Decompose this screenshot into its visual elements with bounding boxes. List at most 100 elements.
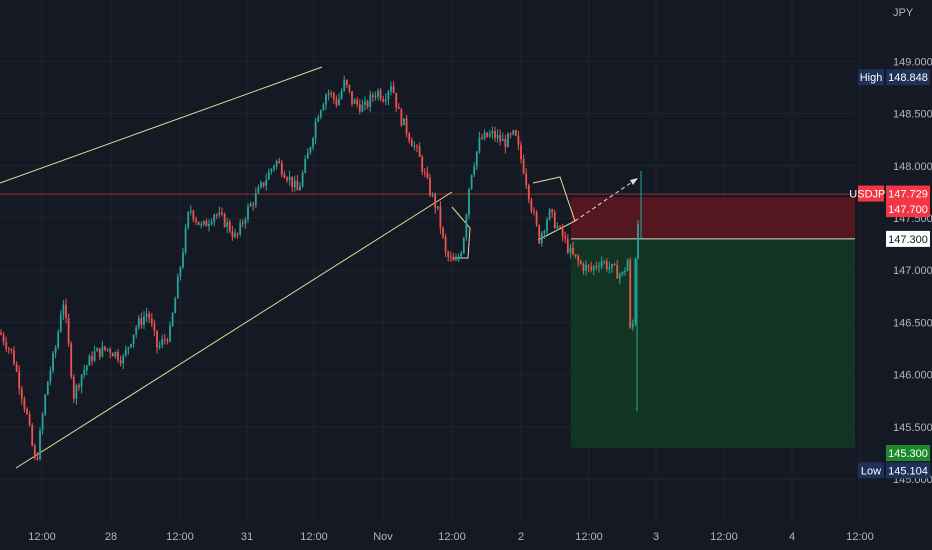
candle-body [457, 256, 460, 260]
candle-body [247, 206, 249, 220]
candle-body [353, 99, 356, 104]
price-tick-label[interactable]: 146.500 [893, 317, 932, 329]
candle [218, 206, 221, 218]
candle [595, 261, 598, 271]
time-tick-label[interactable]: 12:00 [166, 531, 194, 543]
candle [366, 99, 369, 110]
time-tick-label[interactable]: 12:00 [575, 531, 603, 543]
candle-body [161, 339, 164, 346]
time-tick-label[interactable]: 3 [653, 531, 659, 543]
candle [561, 223, 564, 242]
candle-body [104, 346, 106, 350]
candle-body [572, 247, 574, 255]
candle-body [465, 214, 468, 238]
candle-body [507, 133, 509, 148]
candle-body [504, 138, 507, 148]
candle-body [509, 133, 512, 135]
candle-body [85, 365, 88, 371]
candle-body [514, 130, 517, 136]
low-tag: Low 145.104 [858, 462, 930, 479]
candle-body [31, 425, 34, 446]
candle-body [335, 99, 338, 106]
projection-arrowhead [630, 178, 638, 185]
time-tick-label[interactable]: 12:00 [438, 531, 466, 543]
candle [169, 321, 171, 343]
candle [392, 80, 395, 94]
current-price-tag-value-box [886, 185, 930, 202]
target-price-tag-value: 145.300 [888, 448, 928, 460]
candle [62, 299, 65, 321]
candle-body [304, 158, 307, 173]
price-tick-label[interactable]: 149.000 [893, 56, 932, 68]
candle-body [600, 261, 603, 267]
time-axis[interactable]: 12:00 28 12:00 31 12:00 Nov 12:00 2 12:00 3 12:00 4… [28, 531, 874, 543]
candle-body [496, 134, 499, 139]
candle-body [462, 237, 465, 253]
price-tick-label[interactable]: 147.000 [893, 265, 932, 277]
candle-body [408, 133, 411, 141]
candle-body [200, 224, 203, 226]
time-tick-label[interactable]: Nov [373, 531, 393, 543]
candle-body [423, 171, 426, 173]
candle-body [241, 222, 244, 224]
candle [93, 345, 96, 363]
candle-body [205, 220, 208, 227]
candle [457, 253, 460, 263]
candle-body [569, 247, 572, 253]
time-tick-label[interactable]: 12:00 [300, 531, 328, 543]
time-tick-label[interactable]: 4 [789, 531, 795, 543]
candle-body [127, 347, 130, 350]
candle [299, 182, 301, 191]
candle [340, 88, 343, 101]
candle [491, 126, 494, 140]
time-tick-label[interactable]: 2 [518, 531, 524, 543]
candle-body [460, 252, 463, 257]
price-tick-label[interactable]: 148.500 [893, 109, 932, 121]
candle-body [18, 371, 21, 389]
candle [460, 250, 463, 258]
candle-body [345, 79, 348, 85]
candle-body [101, 346, 104, 357]
candle [270, 167, 273, 175]
candle-body [439, 206, 442, 228]
candle [226, 217, 229, 233]
candle-body [0, 332, 2, 335]
candle-body [371, 94, 374, 98]
time-tick-label[interactable]: 12:00 [846, 531, 874, 543]
candle-body [312, 138, 314, 148]
candle [507, 132, 509, 148]
price-tick-label[interactable]: 145.500 [893, 422, 932, 434]
candle [36, 452, 39, 461]
candle [5, 336, 8, 353]
high-tag-label: High [860, 72, 883, 84]
candle [249, 201, 252, 208]
candle [403, 118, 405, 126]
price-tick-label[interactable]: 146.000 [893, 370, 932, 382]
candle [496, 129, 499, 143]
candle-body [317, 117, 320, 122]
candle-body [286, 177, 288, 181]
current-price-tag-label-box [858, 185, 884, 202]
candle-body [273, 166, 275, 169]
candle-body [325, 94, 327, 105]
time-tick-label[interactable]: 12:00 [710, 531, 738, 543]
candle [288, 170, 291, 186]
candle [72, 374, 75, 403]
candle [78, 383, 80, 391]
candle-body [556, 226, 559, 229]
candle-body [533, 210, 535, 213]
candle-body [156, 330, 158, 348]
candle [551, 208, 554, 218]
candle-body [169, 325, 171, 342]
time-tick-label[interactable]: 28 [105, 531, 117, 543]
candle-body [473, 166, 476, 175]
stop-price-tag-value-box [886, 201, 930, 218]
price-tick-label[interactable]: 148.000 [893, 161, 932, 173]
time-tick-label[interactable]: 12:00 [28, 531, 56, 543]
candle-body [340, 90, 343, 99]
candle [514, 129, 517, 137]
time-tick-label[interactable]: 31 [241, 531, 253, 543]
candle [41, 411, 44, 435]
